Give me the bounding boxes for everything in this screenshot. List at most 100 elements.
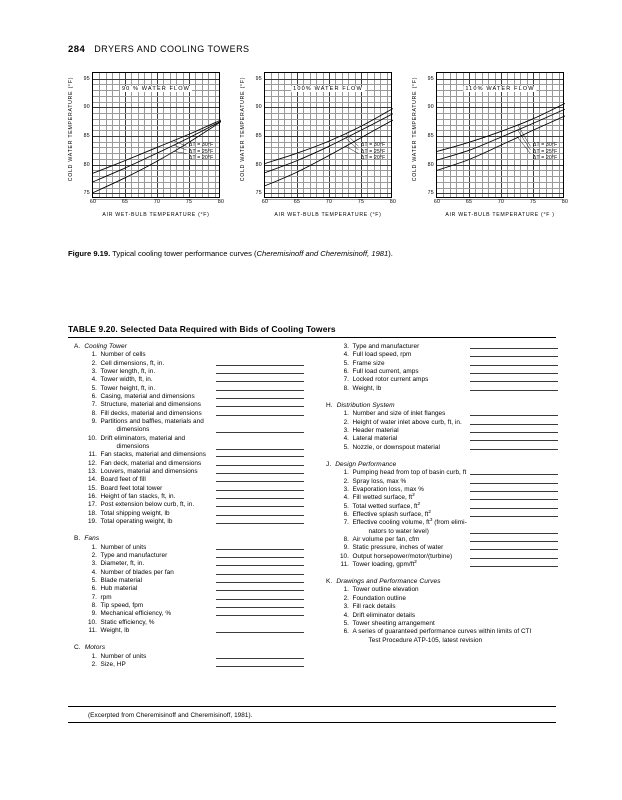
table-item: 4. Tower width, ft, in. [86, 376, 304, 384]
table-section-name: Drawings and Performance Curves [336, 578, 441, 586]
chart-gridline-vertical [488, 73, 489, 197]
table-item: 12. Fan deck, material and dimensions [86, 460, 304, 468]
table-item-text: Louvers, material and dimensions [100, 468, 198, 475]
chart-legend-entry: ΔT = 25°F [361, 148, 386, 155]
chart-gridline-horizontal [437, 113, 563, 114]
chart-legend-entry: ΔT = 25°F [189, 148, 214, 155]
table-item-number: 3. [91, 560, 97, 568]
table-section-letter: A. [74, 343, 81, 350]
table-item: 11. Tower loading, gpm/ft2 [338, 558, 556, 569]
table-item-text: Casing, material and dimensions [100, 392, 195, 400]
table-item: 7. Effective cooling volume, ft3 (from el… [338, 517, 556, 536]
chart-gridline-vertical [533, 73, 534, 197]
table-item-superscript: 3 [429, 517, 433, 523]
chart-gridline-horizontal [93, 193, 219, 195]
chart-curves [437, 102, 565, 171]
chart-gridline-vertical [125, 73, 126, 197]
chart-x-tick-label: 65 [293, 199, 301, 205]
table-item-text: Total shipping weight, lb [100, 509, 170, 517]
chart-plot-area: 75 80 85 90 95 60 65 70 75 80 100% WATER FLOW ΔT = … [256, 72, 396, 205]
chart-gridline-vertical [367, 73, 368, 197]
table-item: 9. Static pressure, inches of water [338, 544, 556, 552]
chart-title: 100% WATER FLOW [291, 86, 365, 92]
table-section-gap [320, 452, 556, 461]
table-item-number: 2. [91, 359, 97, 367]
chart-gridline-horizontal [265, 107, 391, 109]
table-item: 16. Height of fan stacks, ft, in. [86, 493, 304, 501]
chart-gridline-vertical [290, 73, 292, 197]
chart-gridline-horizontal [265, 199, 391, 200]
table-section-gap [68, 669, 304, 678]
table-item: 2. Spray loss, max % [338, 478, 556, 486]
chart-leader-line [517, 124, 531, 147]
chart-gridline-horizontal [437, 181, 563, 183]
table-item: 8. Weight, lb [338, 385, 556, 393]
table-item: 1. Number of units [86, 544, 304, 552]
table-item: 1. Number of units [86, 653, 304, 661]
table-item-number: 2. [343, 418, 349, 426]
table-item-number: 3. [91, 367, 97, 375]
table-item: 1. Pumping head from top of basin curb, f… [338, 469, 556, 477]
table-item-text: Tower sheeting arrangement [352, 619, 435, 627]
table-section-letter: J. [326, 460, 332, 468]
chart-gridline-vertical [189, 73, 190, 197]
table-item-number: 17. [87, 501, 97, 509]
table-item-text: Hub material [100, 585, 138, 593]
chart-legend: ΔT = 30°F ΔT = 25°F ΔT = 20°F [189, 142, 213, 162]
table-section-heading: B. Fans [74, 535, 304, 542]
table-item-continuation: nators to water level) [368, 527, 429, 535]
chart-gridline-vertical [150, 73, 152, 197]
chart-gridline-horizontal [93, 124, 219, 126]
chart-gridline-horizontal [437, 193, 563, 195]
figure-caption-text: Typical cooling tower performance curves… [112, 249, 257, 258]
table-item-number: 4. [343, 351, 349, 359]
chart-gridline-vertical [335, 73, 336, 197]
table-item: 6. Effective splash surface, ft2 [338, 508, 556, 519]
chart-gridline-horizontal [265, 136, 391, 137]
table-title: TABLE 9.20. Selected Data Required with … [68, 324, 336, 334]
table-item: 7. Structure, material and dimensions [86, 401, 304, 409]
table-item-continuation: dimensions [116, 426, 150, 434]
chart-gridline-horizontal [93, 78, 219, 80]
chart-leader-line [517, 129, 531, 151]
table-item: 6. Hub material [86, 585, 304, 593]
table-item-number: 4. [343, 435, 349, 443]
table-item-superscript: 2 [412, 492, 415, 498]
table-item-superscript: 2 [417, 500, 421, 506]
chart-plot-area: 75 80 85 90 95 60 65 70 75 80 90 % WATER FLOW ΔT = … [84, 72, 224, 205]
chart-gridline-vertical [137, 73, 139, 197]
table-item: 4. Drift eliminator details [338, 612, 556, 620]
table-item-number: 19. [87, 518, 97, 526]
chart-gridline-horizontal [93, 136, 219, 137]
chart-gridline-horizontal [437, 124, 563, 126]
chart-y-tick-label: 85 [83, 133, 90, 139]
table-item-text: Tower loading, gpm/ft2 [352, 558, 417, 568]
table-item-number: 6. [343, 510, 349, 518]
chart-gridline-vertical [163, 73, 164, 197]
table-item-text: Effective splash surface, ft2 [352, 508, 431, 518]
table-item-text: Nozzle, or downspout material [352, 443, 440, 451]
chart-gridline-vertical [539, 73, 540, 197]
chart-gridline-vertical [284, 73, 285, 197]
table-item-number: 9. [343, 544, 349, 552]
table-item-text: Height of fan stacks, ft, in. [100, 493, 176, 501]
table-item: 3. Fill rack details [338, 603, 556, 611]
table-item-text: Full load current, amps [352, 368, 419, 376]
table-item-number: 7. [91, 401, 97, 409]
table-item-number: 15. [87, 484, 97, 492]
chart-leader-line [345, 133, 359, 147]
chart-gridline-horizontal [93, 84, 219, 85]
chart-gridline-vertical [309, 73, 311, 197]
table-item: 1. Number of cells [86, 351, 304, 359]
table-item-text: Full load speed, rpm [352, 351, 412, 359]
chart-gridline-horizontal [437, 78, 563, 80]
table-bottom-rule [68, 722, 556, 723]
chart-gridline-vertical [316, 73, 317, 197]
table-item-number: 7. [343, 519, 349, 527]
table-item: 9. Partitions and baffles, materials and d… [86, 418, 304, 435]
chart-gridline-horizontal [437, 187, 563, 189]
figure-caption-source: Cheremisinoff and Cheremisinoff, 1981 [256, 249, 389, 258]
table-item-text: Number of units [100, 543, 147, 551]
table-item-text: Board feet of fill [100, 476, 146, 484]
table-item-number: 11. [88, 627, 97, 635]
